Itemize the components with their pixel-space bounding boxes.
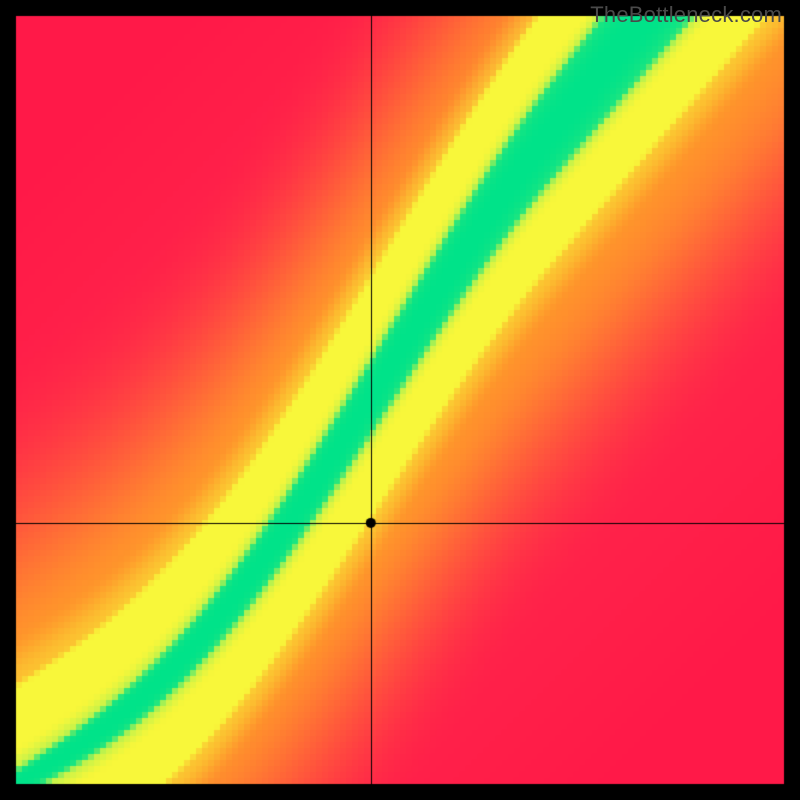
watermark-label: TheBottleneck.com <box>590 2 782 28</box>
bottleneck-heatmap <box>0 0 800 800</box>
